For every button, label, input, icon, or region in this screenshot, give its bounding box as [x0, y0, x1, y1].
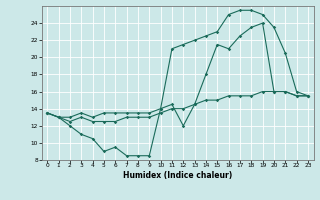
X-axis label: Humidex (Indice chaleur): Humidex (Indice chaleur) — [123, 171, 232, 180]
